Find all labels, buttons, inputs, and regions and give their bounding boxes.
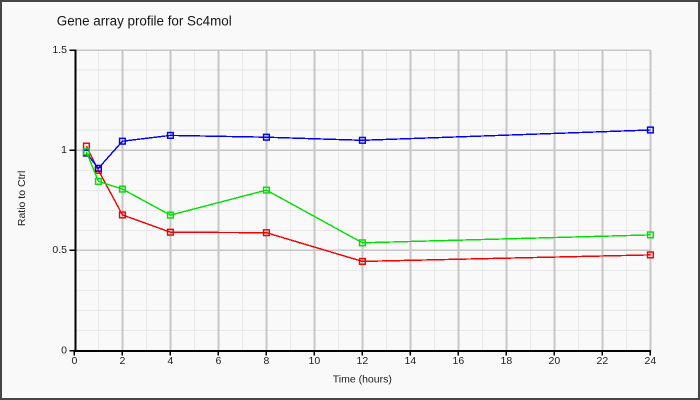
svg-text:16: 16 — [453, 355, 465, 367]
svg-text:10: 10 — [309, 355, 321, 367]
svg-text:14: 14 — [405, 355, 417, 367]
svg-text:12: 12 — [357, 355, 369, 367]
svg-text:Time (hours): Time (hours) — [333, 374, 392, 386]
svg-text:1: 1 — [61, 144, 67, 156]
svg-text:Ratio to Ctrl: Ratio to Ctrl — [16, 171, 28, 226]
svg-text:2: 2 — [119, 355, 125, 367]
svg-text:Gene array profile for Sc4mol: Gene array profile for Sc4mol — [57, 14, 232, 29]
svg-text:24: 24 — [645, 355, 657, 367]
svg-text:0: 0 — [61, 344, 67, 356]
svg-text:6: 6 — [215, 355, 221, 367]
svg-text:0: 0 — [71, 355, 77, 367]
svg-text:0.5: 0.5 — [52, 244, 67, 256]
svg-text:18: 18 — [501, 355, 513, 367]
svg-text:22: 22 — [597, 355, 609, 367]
svg-text:1.5: 1.5 — [52, 44, 67, 56]
svg-text:4: 4 — [167, 355, 173, 367]
svg-text:20: 20 — [549, 355, 561, 367]
svg-text:8: 8 — [263, 355, 269, 367]
